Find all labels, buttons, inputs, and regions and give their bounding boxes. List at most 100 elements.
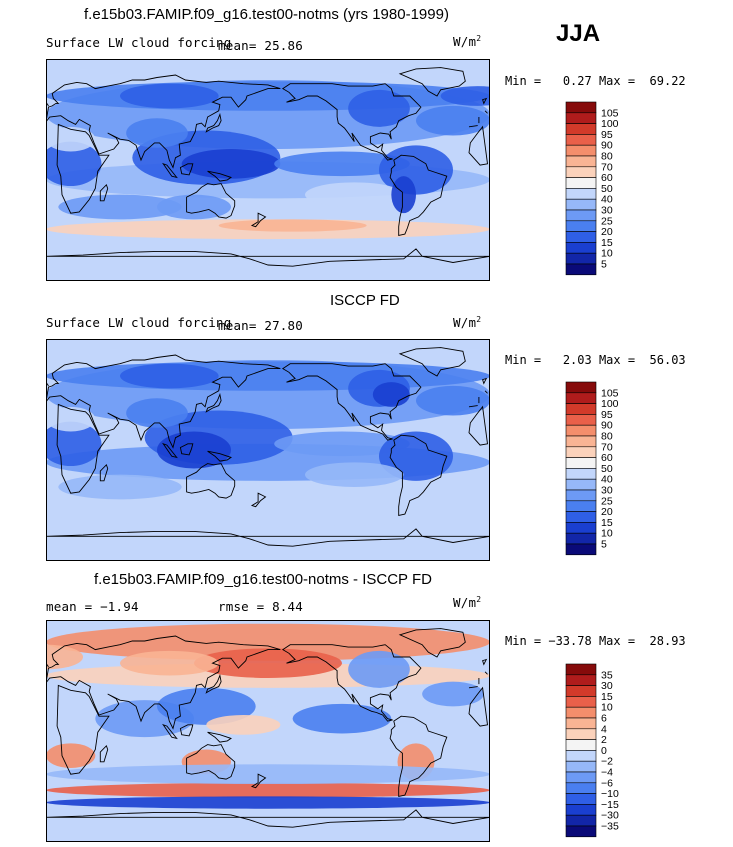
field-contour	[126, 118, 188, 148]
field-contour	[126, 398, 188, 428]
colorbar-tick-label: 90	[601, 140, 613, 152]
field-contour	[292, 703, 392, 734]
colorbar-box	[565, 511, 597, 523]
panel3-minmax: Min = −33.78 Max = 28.93	[505, 634, 686, 648]
colorbar-tick-label: −35	[601, 821, 619, 833]
panel1-mean: mean= 25.86	[218, 38, 303, 53]
field-contour	[46, 126, 96, 152]
colorbar-tick-label: 35	[601, 669, 613, 681]
colorbar-tick-label: 15	[601, 691, 613, 703]
coastline	[186, 744, 236, 780]
colorbar-tick-label: 6	[601, 713, 607, 725]
panel3-mean: mean = −1.94	[46, 599, 139, 614]
colorbar-tick-label: 25	[601, 215, 613, 227]
coastline	[484, 390, 488, 394]
field-contour	[194, 648, 342, 678]
colorbar-tick-label: 60	[601, 172, 613, 184]
coastline	[162, 723, 178, 740]
colorbar-tick-label: 25	[601, 495, 613, 507]
colorbar-box	[565, 500, 597, 512]
map-frame	[46, 339, 490, 561]
colorbar-tick-label: 50	[601, 463, 613, 475]
coastline	[179, 724, 194, 737]
coastline	[398, 67, 466, 97]
colorbar-tick-label: 15	[601, 517, 613, 529]
coastline	[207, 170, 233, 182]
colorbar-tick-label: 10	[601, 248, 613, 260]
colorbar-box	[565, 663, 597, 676]
colorbar-tick-label: 70	[601, 441, 613, 453]
coastline	[281, 363, 422, 441]
colorbar-box	[565, 209, 597, 222]
coastline	[468, 125, 478, 128]
colorbar-tick-label: 80	[601, 431, 613, 443]
field-contour	[206, 714, 281, 735]
colorbar-box	[565, 706, 597, 719]
field-contour	[274, 151, 410, 177]
map-frame	[46, 620, 490, 842]
colorbar-tick-label: 30	[601, 485, 613, 497]
colorbar-tick-label: 0	[601, 745, 607, 757]
field-contour	[120, 650, 219, 676]
colorbar-tick-label: 4	[601, 723, 607, 735]
field-contour	[416, 105, 490, 136]
colorbar-box	[565, 177, 597, 189]
colorbar-tick-label: 100	[601, 398, 619, 410]
colorbar-box	[565, 252, 597, 265]
colorbar-tick-label: −2	[601, 756, 613, 768]
colorbar-box	[565, 782, 597, 794]
colorbar-box	[565, 825, 597, 838]
colorbar-box	[565, 468, 597, 480]
field-contour	[305, 462, 404, 487]
colorbar-box	[565, 242, 597, 254]
colorbar-tick-label: 95	[601, 129, 613, 141]
colorbar-box	[565, 760, 597, 773]
colorbar-tick-label: 50	[601, 183, 613, 195]
colorbar-tick-label: −30	[601, 810, 619, 822]
coastline	[482, 658, 488, 666]
colorbar-box	[565, 134, 597, 146]
coastline	[207, 731, 233, 743]
coastline	[46, 381, 49, 387]
field-contour	[157, 194, 231, 220]
colorbar-box	[565, 696, 597, 708]
colorbar-tick-label: −4	[601, 767, 613, 779]
colorbar-box	[565, 188, 597, 200]
colorbar-box	[565, 435, 597, 448]
colorbar-box	[565, 750, 597, 762]
panel2-variable: Surface LW cloud forcing	[46, 315, 232, 330]
coastline	[56, 403, 110, 494]
colorbar-tick-label: 40	[601, 474, 613, 486]
coastline	[46, 528, 490, 547]
colorbar-tick-label: 90	[601, 420, 613, 432]
colorbar-box	[565, 674, 597, 686]
colorbar-tick-label: 2	[601, 734, 607, 746]
colorbar-box	[565, 424, 597, 437]
field-contour	[46, 644, 83, 670]
field-contour	[46, 421, 102, 467]
field-contour	[348, 650, 410, 688]
field-contour	[46, 406, 96, 432]
field-contour	[46, 141, 102, 187]
panel1-variable: Surface LW cloud forcing	[46, 35, 232, 50]
colorbar-box	[565, 403, 597, 415]
colorbar-tick-label: 80	[601, 151, 613, 163]
coastline	[46, 101, 49, 107]
field-contour	[157, 431, 231, 469]
colorbar-box	[565, 231, 597, 243]
colorbar-box	[565, 198, 597, 211]
colorbar-box	[565, 804, 597, 816]
coastline	[46, 662, 49, 668]
colorbar-box	[565, 543, 597, 556]
coastline	[389, 434, 448, 516]
panel3-title: f.e15b03.FAMIP.f09_g16.test00-notms - IS…	[94, 571, 432, 588]
colorbar-box	[565, 166, 597, 178]
colorbar-tick-label: −6	[601, 777, 613, 789]
colorbar-tick-label: 30	[601, 680, 613, 692]
coastline	[281, 644, 422, 722]
colorbar-box	[565, 532, 597, 545]
field-contour	[274, 431, 410, 457]
coastline	[99, 463, 109, 482]
